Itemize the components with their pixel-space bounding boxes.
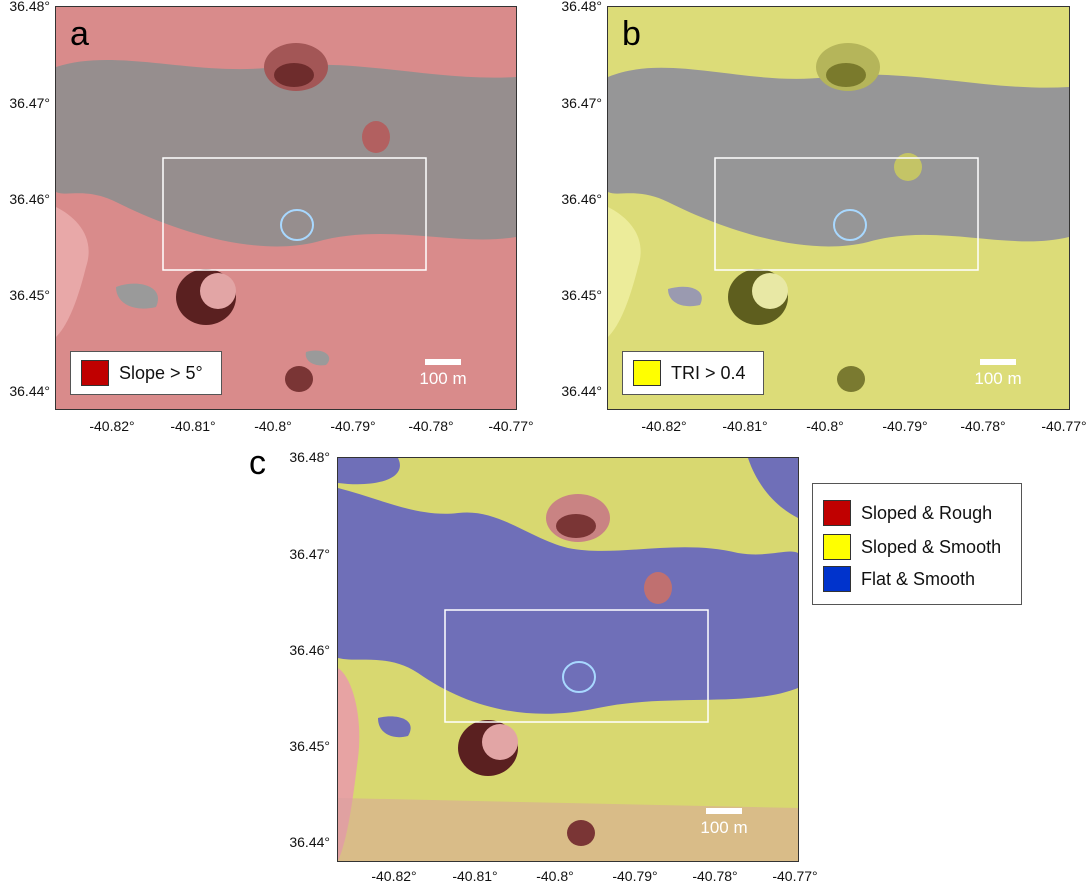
ytick-a-4: 36.44° <box>9 383 50 399</box>
panel-b-legend: TRI > 0.4 <box>622 351 764 395</box>
ytick-b-3: 36.45° <box>561 287 602 303</box>
panel-c-scale-bar: 100 m <box>694 808 754 838</box>
scale-bar-label: 100 m <box>419 369 467 388</box>
xtick-a-5: -40.77° <box>488 418 534 434</box>
panel-a-scale-bar: 100 m <box>413 359 473 389</box>
xtick-c-4: -40.78° <box>692 868 738 884</box>
panel-c-map: 100 m <box>337 457 799 862</box>
legend-label-flat-smooth: Flat & Smooth <box>861 568 976 589</box>
xtick-a-4: -40.78° <box>408 418 454 434</box>
panel-c-letter: c <box>249 444 266 482</box>
panel-a-legend: Slope > 5° <box>70 351 222 395</box>
legend-row-sloped-rough: Sloped & Rough <box>823 500 992 526</box>
xtick-b-5: -40.77° <box>1041 418 1087 434</box>
legend-label-tri: TRI > 0.4 <box>671 362 746 383</box>
ytick-c-3: 36.45° <box>289 738 330 754</box>
xtick-c-5: -40.77° <box>772 868 818 884</box>
ytick-b-4: 36.44° <box>561 383 602 399</box>
panel-a-map: a Slope > 5° 100 m <box>55 6 517 410</box>
legend-row-flat-smooth: Flat & Smooth <box>823 566 975 592</box>
panel-a-image <box>56 7 516 409</box>
xtick-b-1: -40.81° <box>722 418 768 434</box>
xtick-b-2: -40.8° <box>806 418 844 434</box>
panel-b-map: b TRI > 0.4 100 m <box>607 6 1070 410</box>
legend-label-slope: Slope > 5° <box>119 362 203 383</box>
xtick-b-3: -40.79° <box>882 418 928 434</box>
xtick-a-3: -40.79° <box>330 418 376 434</box>
xtick-a-0: -40.82° <box>89 418 135 434</box>
legend-label-sloped-smooth: Sloped & Smooth <box>861 536 1002 557</box>
legend-row-slope: Slope > 5° <box>81 360 203 386</box>
scale-bar-line <box>425 359 461 365</box>
panel-a-letter: a <box>70 15 89 53</box>
xtick-b-4: -40.78° <box>960 418 1006 434</box>
ytick-c-4: 36.44° <box>289 834 330 850</box>
ytick-b-0: 36.48° <box>561 0 602 14</box>
xtick-c-0: -40.82° <box>371 868 417 884</box>
scale-bar-label: 100 m <box>700 818 748 837</box>
ytick-c-0: 36.48° <box>289 449 330 465</box>
xtick-c-2: -40.8° <box>536 868 574 884</box>
legend-label-sloped-rough: Sloped & Rough <box>861 502 993 523</box>
scale-bar-label: 100 m <box>974 369 1022 388</box>
legend-swatch-sloped-smooth <box>823 534 851 560</box>
ytick-b-1: 36.47° <box>561 95 602 111</box>
panel-c-legend: Sloped & Rough Sloped & Smooth Flat & Sm… <box>812 483 1022 605</box>
xtick-c-3: -40.79° <box>612 868 658 884</box>
panel-b-scale-bar: 100 m <box>968 359 1028 389</box>
ytick-a-0: 36.48° <box>9 0 50 14</box>
xtick-a-2: -40.8° <box>254 418 292 434</box>
ytick-c-1: 36.47° <box>289 546 330 562</box>
scale-bar-line <box>706 808 742 814</box>
ytick-a-2: 36.46° <box>9 191 50 207</box>
xtick-a-1: -40.81° <box>170 418 216 434</box>
panel-b-image <box>608 7 1069 409</box>
legend-swatch-slope <box>81 360 109 386</box>
ytick-c-2: 36.46° <box>289 642 330 658</box>
legend-row-tri: TRI > 0.4 <box>633 360 746 386</box>
ytick-b-2: 36.46° <box>561 191 602 207</box>
legend-swatch-tri <box>633 360 661 386</box>
xtick-b-0: -40.82° <box>641 418 687 434</box>
legend-row-sloped-smooth: Sloped & Smooth <box>823 534 1001 560</box>
legend-swatch-sloped-rough <box>823 500 851 526</box>
scale-bar-line <box>980 359 1016 365</box>
legend-swatch-flat-smooth <box>823 566 851 592</box>
xtick-c-1: -40.81° <box>452 868 498 884</box>
panel-c-image <box>338 458 798 861</box>
panel-b-letter: b <box>622 15 641 53</box>
ytick-a-1: 36.47° <box>9 95 50 111</box>
ytick-a-3: 36.45° <box>9 287 50 303</box>
